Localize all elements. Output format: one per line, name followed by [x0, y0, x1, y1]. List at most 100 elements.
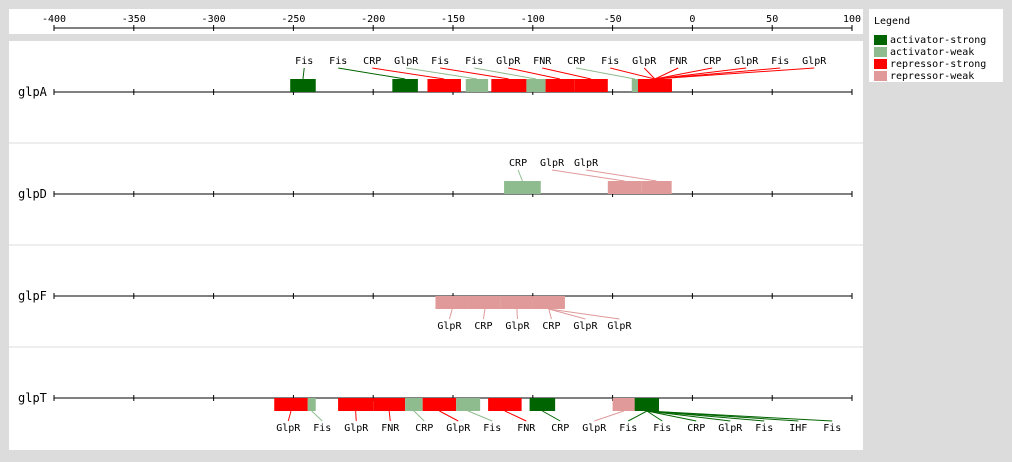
site-leader-line [448, 308, 453, 320]
site-leader-line [338, 67, 406, 80]
axis-tick-label: 0 [689, 14, 695, 25]
site-label: GlpR [718, 423, 743, 434]
binding-site-glpr [435, 296, 469, 309]
binding-site-crp [427, 79, 461, 92]
binding-site-fis [290, 79, 316, 92]
binding-site-crp [405, 398, 423, 411]
axis-tick-label: 50 [766, 14, 778, 25]
site-leader-line [355, 410, 357, 422]
site-label: FNR [533, 56, 552, 67]
site-leader-line [646, 410, 833, 422]
axis-tick-label: -250 [281, 14, 305, 25]
legend-label: activator-weak [890, 47, 974, 58]
site-label: GlpR [496, 56, 521, 67]
site-leader-line [388, 410, 391, 422]
site-leader-line [302, 67, 305, 80]
site-label: GlpR [582, 423, 607, 434]
gene-track-glpD: glpD CRP GlpR GlpR [18, 158, 853, 201]
site-leader-line [654, 67, 713, 80]
site-leader-line [551, 169, 625, 182]
binding-site-glpr [545, 79, 575, 92]
binding-site-fnr [574, 79, 608, 92]
legend-label: repressor-strong [890, 59, 986, 70]
legend-label: repressor-weak [890, 71, 974, 82]
site-leader-line [372, 67, 445, 80]
site-leader-line [643, 67, 656, 80]
site-label: CRP [542, 321, 560, 332]
site-leader-line [548, 308, 552, 320]
site-leader-line [628, 410, 648, 422]
site-label: Fis [601, 56, 619, 67]
gene-name-glpF: glpF [18, 289, 47, 303]
site-label: Fis [313, 423, 331, 434]
site-label: GlpR [802, 56, 827, 67]
binding-site-crp [504, 181, 541, 194]
legend-title: Legend [874, 16, 910, 27]
site-leader-line [542, 67, 592, 80]
axis-tick-label: -300 [202, 14, 226, 25]
site-label: GlpR [344, 423, 369, 434]
axis-tick-label: -100 [521, 14, 545, 25]
site-label: GlpR [632, 56, 657, 67]
site-label: FNR [517, 423, 536, 434]
binding-site-glpr [532, 296, 565, 309]
gene-name-glpD: glpD [18, 187, 47, 201]
site-label: CRP [703, 56, 721, 67]
site-leader-line [482, 308, 486, 320]
axis-tick-label: -50 [604, 14, 622, 25]
legend-swatch-repressor-weak [874, 71, 887, 81]
position-axis: -400 -350 -300 -250 -200 -150 -100 -50 0 50 100 [42, 14, 861, 31]
site-label: GlpR [607, 321, 632, 332]
site-leader-line [654, 67, 679, 80]
site-label: CRP [551, 423, 569, 434]
site-leader-line [467, 410, 493, 422]
site-leader-line [654, 67, 815, 80]
site-leader-line [576, 67, 636, 80]
site-leader-line [646, 410, 663, 422]
legend-box [869, 9, 1003, 82]
legend: Legend activator-strongactivator-weakrep… [869, 9, 1003, 82]
site-label: FNR [381, 423, 400, 434]
axis-tick-label: 100 [843, 14, 861, 25]
site-label: CRP [509, 158, 527, 169]
site-leader-line [548, 308, 620, 320]
site-leader-line [287, 410, 292, 422]
site-leader-line [517, 169, 523, 182]
site-label: GlpR [276, 423, 301, 434]
site-label: IHF [789, 423, 807, 434]
site-label: CRP [474, 321, 492, 332]
site-leader-line [646, 410, 697, 422]
binding-site-crp [468, 296, 501, 309]
site-leader-line [439, 410, 459, 422]
binding-site-glpr [465, 79, 489, 92]
site-label: CRP [363, 56, 381, 67]
site-leader-line [474, 67, 537, 80]
binding-site-glpr [422, 398, 457, 411]
site-leader-line [542, 410, 561, 422]
site-leader-line [504, 410, 527, 422]
binding-site-fis [392, 79, 418, 92]
site-label: Fis [755, 423, 773, 434]
site-label: CRP [415, 423, 433, 434]
binding-site-fis [526, 79, 546, 92]
binding-site-glpr [641, 181, 672, 194]
axis-tick-label: -150 [441, 14, 465, 25]
site-label: GlpR [505, 321, 530, 332]
site-leader-line [413, 410, 425, 422]
binding-site-fis [491, 79, 527, 92]
gene-name-glpT: glpT [18, 391, 47, 405]
site-leader-line [440, 67, 509, 80]
site-label: GlpR [394, 56, 419, 67]
site-leader-line [508, 67, 561, 80]
binding-site-glpr [638, 79, 672, 92]
gene-name-glpA: glpA [18, 85, 48, 99]
site-leader-line [610, 67, 656, 80]
site-leader-line [516, 308, 518, 320]
axis-panel [9, 9, 863, 34]
site-label: GlpR [540, 158, 565, 169]
legend-swatch-activator-strong [874, 35, 887, 45]
site-label: Fis [619, 423, 637, 434]
site-leader-line [311, 410, 323, 422]
